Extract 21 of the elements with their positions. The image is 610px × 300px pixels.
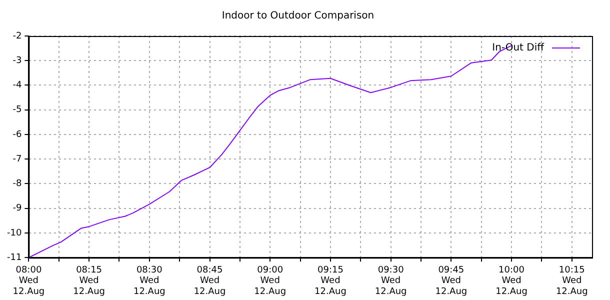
- y-tick-label: -7: [12, 154, 22, 164]
- chart-title: Indoor to Outdoor Comparison: [222, 10, 374, 22]
- y-tick-label: -4: [12, 80, 22, 91]
- x-tick-label: 08:45 Wed 12.Aug: [194, 265, 226, 297]
- x-tick-label: 09:15 Wed 12.Aug: [314, 265, 346, 297]
- y-tick-label: -3: [12, 56, 22, 66]
- y-tick-label: -9: [12, 204, 22, 214]
- y-tick-label: -11: [6, 252, 22, 263]
- x-tick-label: 10:00 Wed 12.Aug: [496, 265, 528, 297]
- x-tick-label: 08:15 Wed 12.Aug: [73, 265, 105, 297]
- x-tick-label: 09:45 Wed 12.Aug: [435, 265, 468, 297]
- y-tick-label: -5: [12, 105, 22, 116]
- x-tick-label: 09:30 Wed 12.Aug: [374, 265, 407, 297]
- y-tick-label: -2: [12, 31, 22, 42]
- x-tick-label: 08:00 Wed 12.Aug: [12, 265, 45, 297]
- x-tick-label: 10:15 Wed 12.Aug: [556, 265, 588, 297]
- x-tick-label: 09:00 Wed 12.Aug: [254, 265, 286, 297]
- y-tick-label: -6: [12, 130, 22, 140]
- y-tick-label: -8: [12, 179, 22, 190]
- x-tick-label: 08:30 Wed 12.Aug: [133, 265, 166, 297]
- y-tick-label: -10: [6, 228, 22, 238]
